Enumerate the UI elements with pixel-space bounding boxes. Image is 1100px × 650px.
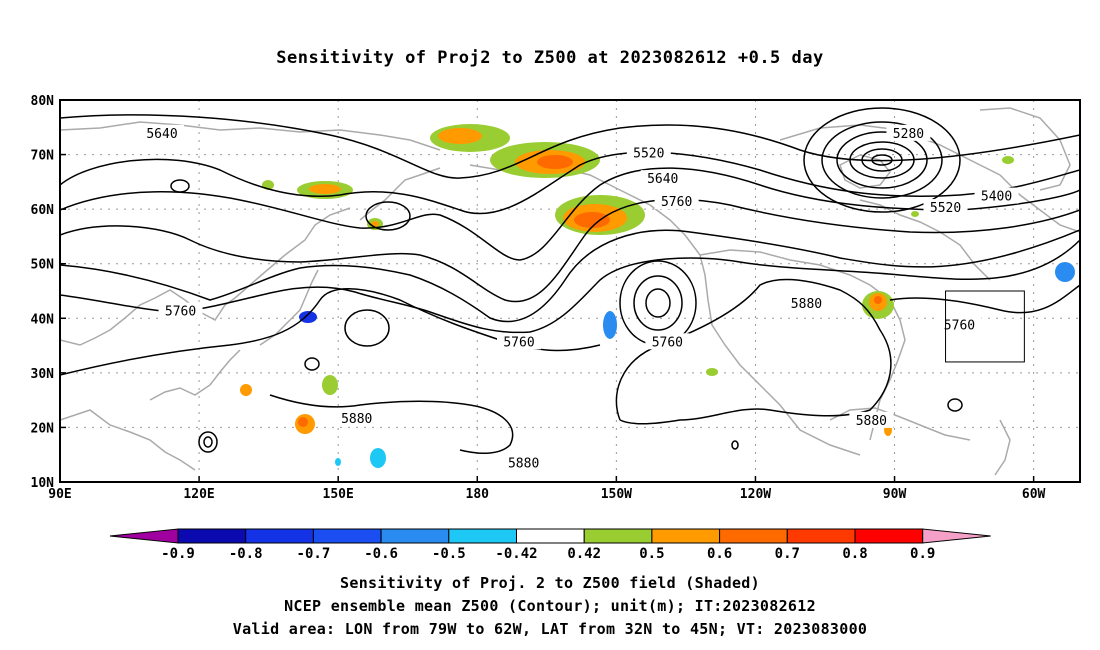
colorbar-tick-label: 0.9	[910, 546, 935, 562]
caption-contour: NCEP ensemble mean Z500 (Contour); unit(…	[284, 597, 816, 615]
caption-valid-area: Valid area: LON from 79W to 62W, LAT fro…	[232, 620, 868, 638]
contour-label-bg	[626, 144, 671, 161]
lat-label: 80N	[31, 94, 55, 109]
map-frame	[59, 99, 1081, 483]
contour-label-bg	[158, 302, 203, 319]
contour-label-bg	[334, 410, 379, 427]
contour-label: 5760	[944, 318, 975, 333]
contour-label-bg	[140, 124, 184, 141]
z500-contours	[60, 107, 1080, 455]
colorbar-segment	[380, 528, 450, 544]
contour-label: 5640	[146, 127, 177, 142]
contour-label: 5280	[893, 127, 924, 142]
contour-label-bg	[974, 187, 1019, 204]
lon-label: 180	[466, 487, 490, 502]
contour-labels: 5640 5520 5640 5760 5280 5400 5520 5880 5760 5760…	[140, 124, 1019, 471]
contour-label-bg	[501, 454, 546, 471]
lon-label: 150W	[601, 487, 632, 502]
contour-label: 5760	[503, 335, 534, 350]
valid-area-box	[945, 290, 1025, 363]
contour-label: 5640	[647, 172, 678, 187]
colorbar-tick-label: 0.6	[707, 546, 732, 562]
colorbar-tick-label: 0.42	[567, 546, 601, 562]
longitude-axis-labels: 90E 120E 150E 180 150W 120W 90W 60W	[48, 487, 1045, 502]
contour-label-bg	[640, 170, 685, 187]
contour-label: 5880	[791, 297, 822, 312]
contour-label: 5520	[930, 201, 961, 216]
contour-label: 5880	[508, 456, 539, 471]
contour-label-bg	[937, 316, 982, 333]
map-title: Sensitivity of Proj2 to Z500 at 20230826…	[276, 48, 824, 68]
colorbar-tick-label: -0.6	[364, 546, 398, 562]
colorbar-segment	[245, 528, 314, 544]
lat-label: 50N	[31, 258, 55, 273]
lon-label: 60W	[1022, 487, 1046, 502]
colorbar-tick-label: -0.9	[161, 546, 195, 562]
colorbar-tick-label: 0.8	[842, 546, 867, 562]
contour-label-bg	[784, 295, 829, 312]
coastlines	[60, 107, 1080, 476]
colorbar-tick-labels: -0.9 -0.8 -0.7 -0.6 -0.5 -0.42 0.42 0.5 0.6 0.7 0.…	[161, 546, 935, 562]
contour-label-bg	[886, 124, 931, 141]
lat-label: 10N	[31, 476, 55, 491]
colorbar-segment	[312, 528, 382, 544]
colorbar-tick-label: -0.5	[432, 546, 466, 562]
sensitivity-shading	[174, 124, 1075, 468]
lon-label: 150E	[323, 487, 354, 502]
colorbar-segment	[651, 528, 721, 544]
lon-label: 120E	[183, 487, 214, 502]
contour-label: 5400	[981, 190, 1012, 205]
lon-label: 90W	[883, 487, 907, 502]
axis-ticks	[59, 99, 1035, 483]
lat-label: 60N	[31, 203, 55, 218]
colorbar-segment	[448, 528, 517, 544]
lon-label: 90E	[48, 487, 71, 502]
colorbar-segment	[516, 528, 585, 544]
lat-label: 20N	[31, 421, 55, 436]
lat-label: 40N	[31, 312, 55, 327]
colorbar-left-triangle	[109, 528, 179, 544]
caption-shading: Sensitivity of Proj. 2 to Z500 field (Sh…	[340, 574, 760, 592]
colorbar-segment	[719, 528, 788, 544]
contour-label-bg	[645, 333, 690, 350]
colorbar-tick-label: -0.42	[495, 546, 537, 562]
contour-label: 5760	[652, 335, 683, 350]
contour-label: 5760	[165, 305, 196, 320]
lat-label: 30N	[31, 367, 55, 382]
colorbar-tick-label: 0.5	[639, 546, 664, 562]
colorbar	[109, 528, 991, 544]
colorbar-segment	[583, 528, 653, 544]
contour-label: 5880	[341, 412, 372, 427]
lat-label: 70N	[31, 149, 55, 164]
contour-label: 5760	[661, 195, 692, 210]
contour-label-bg	[923, 199, 968, 216]
colorbar-tick-label: -0.7	[297, 546, 331, 562]
contour-label-bg	[654, 193, 699, 210]
latitude-axis-labels: 80N 70N 60N 50N 40N 30N 20N 10N	[31, 94, 55, 491]
colorbar-right-triangle	[922, 528, 991, 544]
colorbar-tick-label: 0.7	[775, 546, 800, 562]
contour-label: 5880	[856, 414, 887, 429]
contour-label-bg	[849, 411, 894, 428]
colorbar-segment	[786, 528, 856, 544]
colorbar-segment	[177, 528, 247, 544]
contour-label: 5520	[633, 146, 664, 161]
colorbar-segment	[854, 528, 924, 544]
lon-label: 120W	[740, 487, 771, 502]
colorbar-tick-label: -0.8	[229, 546, 263, 562]
lat-lon-grid	[60, 100, 1080, 482]
contour-label-bg	[497, 333, 541, 350]
